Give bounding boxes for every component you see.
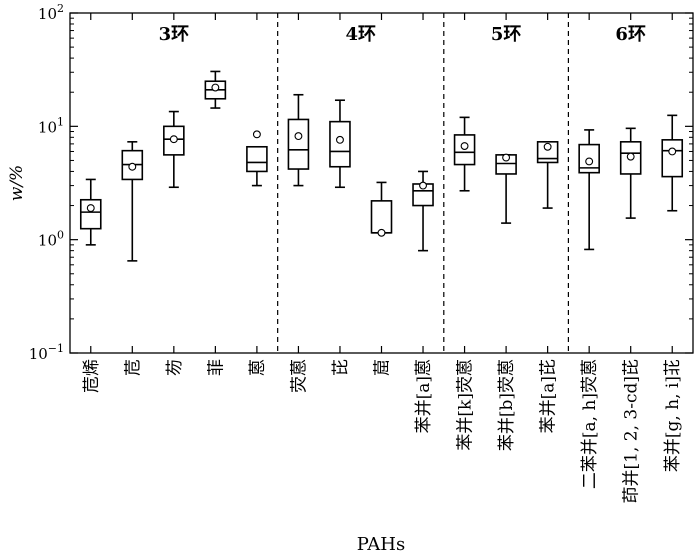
x-tick-label: 蒽 — [248, 359, 268, 376]
box-10 — [495, 153, 517, 224]
box-6 — [329, 99, 351, 189]
x-tick-label: 苊 — [123, 359, 143, 376]
mean-marker — [460, 142, 469, 150]
mean-marker — [502, 153, 511, 162]
group-labels: 3环 4环 5环 6环 — [159, 24, 646, 45]
group-label: 4环 — [345, 24, 376, 45]
box-iqr — [329, 120, 351, 168]
box-3 — [204, 70, 227, 109]
mean-marker — [86, 204, 95, 213]
x-axis: 苊烯 苊 芴 菲 蒽 荧蒽 芘 䓛 苯并[a]蒽 苯并[k]荧蒽 苯并[b]荧蒽 苯并[a]芘 二苯并[… — [82, 13, 683, 503]
mean-marker — [419, 181, 427, 190]
x-tick-label: 二苯并[a, h]荧蒽 — [580, 359, 600, 489]
box-2 — [163, 110, 185, 189]
box-1 — [121, 141, 144, 262]
box-12 — [578, 129, 600, 251]
mean-marker — [668, 147, 677, 156]
group-dividers — [277, 13, 570, 353]
box-11 — [536, 141, 559, 209]
group-label: 5环 — [491, 24, 522, 45]
y-tick-label: 100 — [38, 229, 64, 250]
mean-marker — [252, 130, 261, 139]
y-tick-base: 10 — [29, 345, 48, 363]
y-tick-exponent: 1 — [57, 115, 64, 128]
mean-marker — [128, 162, 137, 171]
mean-marker — [626, 152, 635, 161]
box-7 — [370, 181, 393, 237]
box-iqr — [246, 145, 268, 173]
mean-marker — [543, 142, 552, 151]
mean-marker — [377, 228, 386, 237]
box-iqr — [287, 118, 310, 170]
mean-marker — [169, 135, 178, 144]
box-8 — [412, 170, 434, 252]
x-tick-label: 芴 — [165, 359, 185, 376]
y-tick-label: 101 — [38, 115, 64, 136]
y-tick-label: 10−1 — [29, 342, 64, 363]
x-tick-label: 苯并[b]荧蒽 — [497, 359, 517, 451]
mean-marker — [585, 157, 594, 166]
x-tick-label: 苯并[g, h, i]苝 — [663, 359, 683, 472]
box-4 — [246, 130, 268, 187]
x-tick-label: 菲 — [206, 359, 226, 376]
y-tick-exponent: −1 — [48, 342, 64, 355]
y-tick-label: 102 — [38, 2, 64, 23]
box-0 — [79, 178, 102, 246]
box-9 — [453, 116, 476, 192]
mean-marker — [294, 132, 303, 141]
box-iqr — [370, 200, 393, 234]
group-label: 6环 — [615, 24, 646, 45]
x-tick-label: 茚并[1, 2, 3-cd]芘 — [622, 359, 642, 503]
x-tick-label: 苯并[a]蒽 — [414, 359, 434, 433]
x-tick-label: 䓛 — [373, 359, 393, 376]
x-tick-label: 荧蒽 — [289, 359, 309, 393]
box-series — [79, 70, 684, 262]
y-tick-base: 10 — [38, 5, 57, 23]
y-tick-exponent: 0 — [57, 229, 64, 242]
y-tick-exponent: 2 — [57, 2, 64, 15]
mean-marker — [211, 83, 220, 92]
y-tick-base: 10 — [38, 118, 57, 136]
box-iqr — [79, 198, 102, 230]
y-axis-label: w/% — [7, 165, 27, 201]
y-tick-base: 10 — [38, 232, 57, 250]
box-iqr — [536, 141, 559, 164]
x-tick-label: 苊烯 — [82, 359, 102, 393]
box-14 — [661, 114, 684, 212]
x-axis-label: PAHs — [357, 534, 405, 555]
x-tick-label: 苯并[a]芘 — [539, 359, 559, 433]
box-5 — [287, 93, 310, 187]
x-tick-label: 苯并[k]荧蒽 — [456, 359, 476, 451]
group-label: 3环 — [159, 24, 190, 45]
x-tick-label: 芘 — [331, 359, 351, 376]
box-iqr — [661, 139, 684, 178]
mean-marker — [336, 135, 344, 144]
box-13 — [619, 127, 642, 219]
